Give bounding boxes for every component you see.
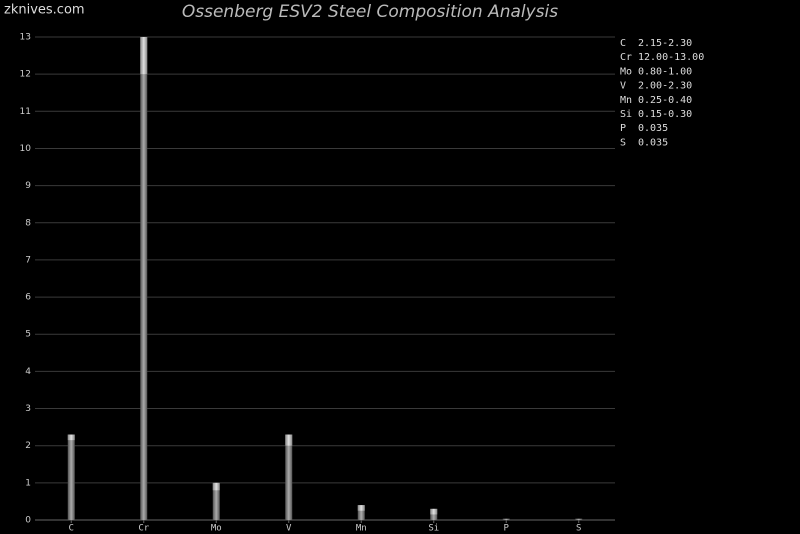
x-tick-label: S bbox=[576, 524, 581, 534]
legend-value: 0.15-0.30 bbox=[638, 109, 692, 120]
legend-value: 2.00-2.30 bbox=[638, 81, 692, 92]
y-tick-label: 2 bbox=[25, 441, 31, 451]
y-tick-label: 11 bbox=[20, 107, 31, 117]
y-tick-label: 1 bbox=[25, 478, 31, 488]
range-band bbox=[212, 482, 220, 491]
legend-name: V bbox=[620, 81, 626, 92]
x-tick-label: Cr bbox=[138, 524, 149, 534]
y-tick-label: 6 bbox=[25, 293, 31, 303]
range-band bbox=[285, 434, 293, 446]
x-tick-label: V bbox=[286, 524, 292, 534]
y-tick-label: 5 bbox=[25, 330, 31, 340]
y-tick-label: 13 bbox=[20, 33, 31, 43]
y-tick-label: 7 bbox=[25, 255, 31, 265]
legend-value: 0.25-0.40 bbox=[638, 95, 692, 106]
legend-value: 0.035 bbox=[638, 137, 668, 148]
y-tick-label: 9 bbox=[25, 181, 31, 191]
legend-name: Cr bbox=[620, 52, 632, 63]
y-tick-label: 12 bbox=[20, 70, 31, 80]
y-tick-label: 4 bbox=[25, 367, 31, 377]
legend-name: Si bbox=[620, 109, 632, 120]
legend-value: 12.00-13.00 bbox=[638, 52, 704, 63]
x-tick-label: C bbox=[69, 524, 74, 534]
chart-title: Ossenberg ESV2 Steel Composition Analysi… bbox=[182, 2, 558, 22]
range-band bbox=[430, 508, 438, 515]
bar bbox=[357, 505, 365, 520]
x-tick-label: Si bbox=[428, 524, 439, 534]
x-tick-label: P bbox=[504, 524, 510, 534]
bar bbox=[67, 434, 75, 520]
y-tick-label: 3 bbox=[25, 404, 31, 414]
y-tick-label: 0 bbox=[25, 516, 31, 526]
legend-value: 0.80-1.00 bbox=[638, 66, 692, 77]
y-tick-label: 8 bbox=[25, 218, 31, 228]
legend-name: P bbox=[620, 123, 626, 134]
bar bbox=[575, 518, 583, 520]
range-band bbox=[67, 434, 75, 441]
legend-value: 2.15-2.30 bbox=[638, 38, 692, 49]
bar bbox=[140, 37, 148, 520]
legend-value: 0.035 bbox=[638, 123, 668, 134]
watermark: zknives.com bbox=[4, 3, 85, 18]
bar bbox=[212, 482, 220, 520]
x-tick-label: Mo bbox=[211, 524, 222, 534]
legend-name: S bbox=[620, 137, 626, 148]
bar bbox=[502, 518, 510, 520]
range-band bbox=[140, 37, 148, 75]
y-tick-label: 10 bbox=[20, 144, 32, 154]
bar bbox=[285, 434, 293, 520]
range-band bbox=[357, 505, 365, 511]
legend-name: C bbox=[620, 38, 626, 49]
x-tick-label: Mn bbox=[356, 524, 367, 534]
legend-name: Mo bbox=[620, 66, 632, 77]
legend-name: Mn bbox=[620, 95, 632, 106]
